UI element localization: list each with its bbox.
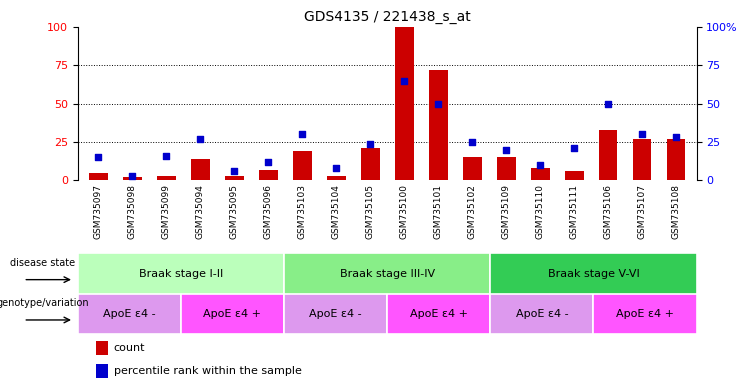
Bar: [96, 364, 107, 378]
Bar: [387, 294, 491, 334]
Bar: [89, 173, 107, 180]
Point: [365, 141, 376, 147]
Text: GSM735107: GSM735107: [638, 184, 647, 239]
Bar: [225, 176, 244, 180]
Text: GSM735110: GSM735110: [536, 184, 545, 239]
Point: [330, 165, 342, 171]
Bar: [96, 341, 107, 355]
Text: GSM735099: GSM735099: [162, 184, 170, 239]
Point: [466, 139, 478, 145]
Bar: [667, 139, 685, 180]
Bar: [284, 294, 387, 334]
Point: [432, 101, 444, 107]
Bar: [78, 294, 181, 334]
Bar: [463, 157, 482, 180]
Bar: [361, 148, 379, 180]
Bar: [293, 151, 311, 180]
Point: [602, 101, 614, 107]
Bar: [599, 130, 617, 180]
Text: percentile rank within the sample: percentile rank within the sample: [113, 366, 302, 376]
Bar: [78, 253, 284, 294]
Bar: [496, 157, 516, 180]
Bar: [123, 177, 142, 180]
Text: GSM735108: GSM735108: [671, 184, 681, 239]
Title: GDS4135 / 221438_s_at: GDS4135 / 221438_s_at: [304, 10, 471, 25]
Bar: [633, 139, 651, 180]
Point: [296, 131, 308, 137]
Text: ApoE ε4 +: ApoE ε4 +: [204, 309, 262, 319]
Point: [568, 145, 580, 151]
Point: [160, 153, 172, 159]
Point: [194, 136, 206, 142]
Point: [93, 154, 104, 161]
Bar: [157, 176, 176, 180]
Point: [126, 173, 138, 179]
Text: count: count: [113, 343, 145, 353]
Text: GSM735106: GSM735106: [604, 184, 613, 239]
Text: Braak stage I-II: Braak stage I-II: [139, 268, 223, 279]
Text: GSM735101: GSM735101: [433, 184, 442, 239]
Bar: [191, 159, 210, 180]
Bar: [429, 70, 448, 180]
Bar: [259, 170, 278, 180]
Text: ApoE ε4 -: ApoE ε4 -: [516, 309, 568, 319]
Point: [500, 147, 512, 153]
Bar: [181, 294, 284, 334]
Point: [228, 168, 240, 174]
Bar: [594, 294, 697, 334]
Bar: [565, 171, 583, 180]
Text: GSM735103: GSM735103: [298, 184, 307, 239]
Point: [534, 162, 546, 168]
Bar: [327, 176, 345, 180]
Bar: [531, 168, 550, 180]
Text: Braak stage III-IV: Braak stage III-IV: [339, 268, 435, 279]
Bar: [395, 27, 413, 180]
Point: [398, 78, 410, 84]
Text: GSM735109: GSM735109: [502, 184, 511, 239]
Text: GSM735104: GSM735104: [332, 184, 341, 239]
Text: genotype/variation: genotype/variation: [0, 298, 89, 308]
Text: Braak stage V-VI: Braak stage V-VI: [548, 268, 639, 279]
Bar: [491, 294, 594, 334]
Text: disease state: disease state: [10, 258, 76, 268]
Text: ApoE ε4 -: ApoE ε4 -: [103, 309, 156, 319]
Text: ApoE ε4 +: ApoE ε4 +: [410, 309, 468, 319]
Text: GSM735098: GSM735098: [127, 184, 136, 239]
Text: GSM735102: GSM735102: [468, 184, 476, 239]
Text: GSM735100: GSM735100: [399, 184, 409, 239]
Text: GSM735096: GSM735096: [264, 184, 273, 239]
Text: GSM735095: GSM735095: [230, 184, 239, 239]
Bar: [284, 253, 491, 294]
Point: [637, 131, 648, 137]
Text: GSM735105: GSM735105: [365, 184, 375, 239]
Text: GSM735094: GSM735094: [196, 184, 205, 239]
Point: [670, 134, 682, 141]
Point: [262, 159, 274, 165]
Text: GSM735097: GSM735097: [93, 184, 103, 239]
Text: ApoE ε4 -: ApoE ε4 -: [309, 309, 362, 319]
Text: ApoE ε4 +: ApoE ε4 +: [616, 309, 674, 319]
Text: GSM735111: GSM735111: [570, 184, 579, 239]
Bar: [491, 253, 697, 294]
